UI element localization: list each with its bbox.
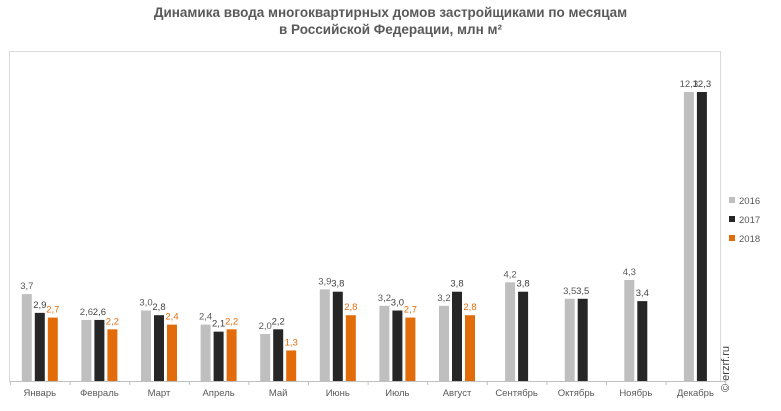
data-label-2017: 3,5 (576, 286, 589, 297)
data-label-2018: 2,2 (225, 316, 238, 327)
data-label-2017: 3,4 (636, 288, 649, 299)
bar-2017 (577, 298, 588, 381)
legend: 2016 2017 2018 (729, 196, 760, 245)
legend-swatch-2017 (729, 216, 735, 222)
data-label-2017: 2,1 (212, 319, 225, 330)
bars-layer (21, 92, 707, 381)
data-label-2018: 2,7 (46, 305, 59, 316)
value-labels-layer: 3,72,9 2,7 2,6 2,62,23,0 2,82,4 2,42,1 2,2 2,0 2… (20, 79, 711, 348)
data-label-2016: 3,5 (563, 286, 576, 297)
bar-2016 (141, 310, 151, 381)
bar-2016 (624, 279, 635, 381)
bar-2017 (637, 301, 648, 381)
data-label-2016: 4,3 (623, 267, 636, 278)
data-label-2017: 3,8 (450, 279, 463, 290)
bar-2017 (452, 291, 462, 381)
bar-2018 (405, 317, 416, 381)
x-tick-label: Июнь (326, 388, 350, 399)
data-label-2016: 3,9 (318, 276, 331, 287)
data-label-2018: 1,3 (285, 337, 298, 348)
data-label-2016: 4,2 (503, 269, 516, 280)
bar-2017 (696, 92, 707, 381)
data-label-2017: 3,8 (516, 279, 529, 290)
bar-2017 (154, 315, 164, 381)
bar-2018 (226, 329, 237, 381)
x-tick-label: Январь (24, 388, 57, 399)
data-label-2017: 3,0 (391, 298, 404, 309)
bar-2017 (273, 329, 284, 381)
data-label-2018: 2,8 (463, 302, 476, 313)
bar-2016 (21, 294, 32, 381)
bar-2016 (260, 334, 271, 381)
data-label-2018: 2,8 (344, 302, 357, 313)
data-label-2016: 3,0 (139, 298, 152, 309)
bar-2017 (392, 310, 403, 381)
data-label-2018: 2,2 (106, 316, 119, 327)
legend-swatch-2018 (729, 235, 735, 241)
data-label-2017: 2,6 (93, 307, 106, 318)
data-label-2016: 3,2 (378, 293, 391, 304)
x-tick-label: Апрель (202, 388, 234, 399)
bar-2016 (81, 319, 92, 381)
bar-2016 (200, 324, 211, 381)
data-label-2016: 2,6 (80, 307, 93, 318)
data-label-2017: 2,2 (272, 316, 285, 327)
x-tick-label: Июль (385, 388, 409, 399)
bar-2018 (465, 315, 475, 381)
bar-2017 (34, 312, 45, 381)
bar-2018 (47, 317, 58, 381)
x-tick-label: Февраль (80, 388, 119, 399)
data-label-2016: 2,0 (259, 321, 272, 332)
bar-2017 (213, 331, 224, 381)
chart-title-line1: Динамика ввода многоквартирных домов зас… (153, 5, 628, 20)
legend-label-2018: 2018 (739, 234, 760, 245)
bar-2018 (345, 315, 356, 381)
bar-2016 (683, 92, 694, 381)
bar-2016 (379, 305, 390, 381)
data-label-2018: 2,7 (404, 305, 417, 316)
chart-title: Динамика ввода многоквартирных домов зас… (0, 4, 781, 38)
bar-2016 (319, 289, 330, 381)
data-label-2016: 12,3 (680, 79, 699, 90)
bar-2018 (286, 350, 297, 381)
bar-2016 (505, 282, 516, 381)
data-label-2016: 2,4 (199, 312, 212, 323)
bar-2017 (332, 291, 343, 381)
legend-swatch-2016 (729, 197, 735, 203)
data-label-2017: 12,3 (693, 79, 712, 90)
bar-2017 (94, 319, 105, 381)
bar-2017 (518, 291, 529, 381)
legend-label-2017: 2017 (739, 215, 760, 226)
x-axis: Январь Февраль Март Апрель Май Июнь Июль Август… (10, 381, 727, 399)
data-label-2018: 2,4 (165, 312, 178, 323)
source-credit: © erzrf.ru (720, 346, 732, 392)
legend-label-2016: 2016 (739, 196, 760, 207)
data-label-2017: 2,9 (33, 300, 46, 311)
x-tick-label: Сентябрь (495, 388, 538, 399)
x-tick-label: Ноябрь (619, 388, 652, 399)
x-tick-label: Октябрь (558, 388, 595, 399)
bar-2018 (107, 329, 118, 381)
data-label-2017: 3,8 (331, 279, 344, 290)
x-tick-label: Август (443, 388, 472, 399)
bar-2016 (439, 305, 449, 381)
data-label-2016: 3,7 (20, 281, 33, 292)
bar-2018 (167, 324, 177, 381)
data-label-2016: 3,2 (437, 293, 450, 304)
x-tick-label: Май (269, 388, 288, 399)
bar-2016 (564, 298, 575, 381)
x-tick-label: Декабрь (677, 388, 714, 399)
chart-title-line2: в Российской Федерации, млн м² (279, 22, 502, 37)
x-tick-label: Март (148, 388, 171, 399)
data-label-2017: 2,8 (152, 302, 165, 313)
